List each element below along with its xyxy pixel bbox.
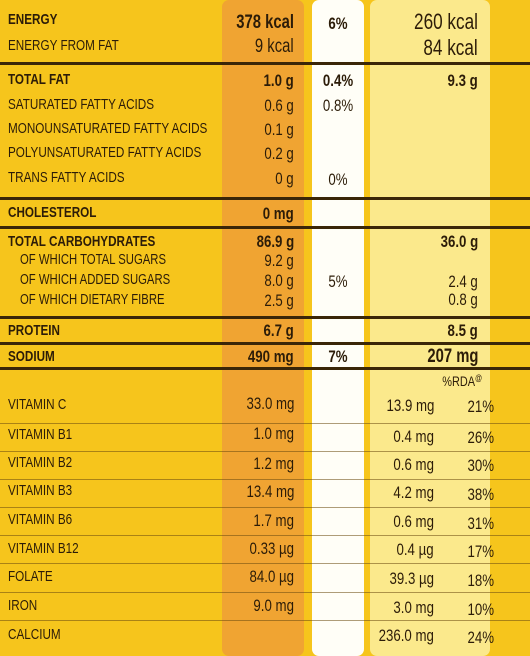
carbs-serving: 36.0 g xyxy=(440,232,478,251)
energy-fat-per100: 9 kcal xyxy=(255,36,294,57)
added-sugars-serving: 2.4 g xyxy=(448,272,478,291)
total-fat-per100: 1.0 g xyxy=(263,71,294,90)
divider xyxy=(0,367,530,370)
sodium-per100: 490 mg xyxy=(248,347,294,366)
divider xyxy=(0,620,530,621)
per-serving-column xyxy=(370,0,490,656)
rda-header: %RDA@ xyxy=(442,373,482,389)
saturated-per100: 0.6 g xyxy=(264,96,294,115)
sodium-pct: 7% xyxy=(328,347,348,366)
vitamin-per100: 9.0 mg xyxy=(253,596,294,615)
energy-fat-label: ENERGY FROM FAT xyxy=(8,37,119,54)
vitamin-label: IRON xyxy=(8,597,38,614)
saturated-label: SATURATED FATTY ACIDS xyxy=(8,96,155,113)
mono-per100: 0.1 g xyxy=(264,120,294,139)
sugars-per100: 9.2 g xyxy=(264,251,294,270)
protein-serving: 8.5 g xyxy=(447,321,478,340)
vitamin-label: VITAMIN B2 xyxy=(8,454,73,471)
total-fat-pct: 0.4% xyxy=(322,71,354,90)
trans-per100: 0 g xyxy=(275,169,294,188)
energy-serving: 260 kcal xyxy=(414,9,478,34)
vitamin-rda: 18% xyxy=(467,571,494,590)
vitamin-serving: 0.6 mg xyxy=(393,512,434,531)
poly-label: POLYUNSATURATED FATTY ACIDS xyxy=(8,144,202,161)
vitamin-per100: 33.0 mg xyxy=(246,394,294,413)
mono-label: MONOUNSATURATED FATTY ACIDS xyxy=(8,120,208,137)
divider xyxy=(0,342,530,345)
vitamin-label: VITAMIN B6 xyxy=(8,511,73,528)
divider xyxy=(0,507,530,508)
vitamin-label: CALCIUM xyxy=(8,626,61,643)
divider xyxy=(0,316,530,319)
fibre-serving: 0.8 g xyxy=(448,290,478,309)
divider xyxy=(0,563,530,564)
vitamin-rda: 30% xyxy=(467,456,494,475)
vitamin-label: FOLATE xyxy=(8,568,53,585)
sodium-serving: 207 mg xyxy=(426,346,478,367)
total-fat-label: TOTAL FAT xyxy=(8,71,71,88)
protein-per100: 6.7 g xyxy=(263,321,294,340)
added-sugars-label: OF WHICH ADDED SUGARS xyxy=(20,272,171,288)
vitamin-per100: 84.0 µg xyxy=(249,567,294,586)
energy-per100: 378 kcal xyxy=(236,12,294,33)
cholesterol-label: CHOLESTEROL xyxy=(8,204,97,221)
vitamin-serving: 3.0 mg xyxy=(393,598,434,617)
percent-column xyxy=(312,0,364,656)
energy-pct: 6% xyxy=(328,14,348,33)
vitamin-rda: 21% xyxy=(467,397,494,416)
divider xyxy=(0,535,530,536)
trans-label: TRANS FATTY ACIDS xyxy=(8,169,125,186)
vitamin-label: VITAMIN B12 xyxy=(8,540,79,557)
saturated-pct: 0.8% xyxy=(322,96,354,115)
divider xyxy=(0,226,530,229)
added-sugars-pct: 5% xyxy=(328,272,348,291)
cholesterol-per100: 0 mg xyxy=(263,204,294,223)
divider xyxy=(0,423,530,424)
vitamin-per100: 1.7 mg xyxy=(253,511,294,530)
vitamin-rda: 31% xyxy=(467,514,494,533)
vitamin-serving: 236.0 mg xyxy=(378,626,434,645)
vitamin-serving: 39.3 µg xyxy=(389,569,434,588)
vitamin-serving: 0.4 µg xyxy=(396,540,434,559)
fibre-per100: 2.5 g xyxy=(264,291,294,310)
divider xyxy=(0,62,530,65)
sugars-label: OF WHICH TOTAL SUGARS xyxy=(20,252,167,268)
carbs-label: TOTAL CARBOHYDRATES xyxy=(8,233,156,250)
vitamin-per100: 0.33 µg xyxy=(249,539,294,558)
trans-pct: 0% xyxy=(328,170,348,189)
vitamin-per100: 13.4 mg xyxy=(246,482,294,501)
vitamin-serving: 13.9 mg xyxy=(386,396,434,415)
vitamin-serving: 4.2 mg xyxy=(393,483,434,502)
vitamin-per100: 1.2 mg xyxy=(253,454,294,473)
vitamin-serving: 0.4 mg xyxy=(393,427,434,446)
fibre-label: OF WHICH DIETARY FIBRE xyxy=(20,292,165,308)
vitamin-label: VITAMIN B3 xyxy=(8,482,73,499)
vitamin-per100: 1.0 mg xyxy=(253,424,294,443)
sodium-label: SODIUM xyxy=(8,348,55,365)
vitamin-rda: 38% xyxy=(467,485,494,504)
poly-per100: 0.2 g xyxy=(264,144,294,163)
divider xyxy=(0,451,530,452)
vitamin-label: VITAMIN C xyxy=(8,396,67,413)
carbs-per100: 86.9 g xyxy=(256,232,294,251)
total-fat-serving: 9.3 g xyxy=(447,71,478,90)
energy-label: ENERGY xyxy=(8,11,58,28)
vitamin-rda: 10% xyxy=(467,600,494,619)
vitamin-rda: 26% xyxy=(467,428,494,447)
divider xyxy=(0,197,530,200)
divider xyxy=(0,479,530,480)
divider xyxy=(0,592,530,593)
added-sugars-per100: 8.0 g xyxy=(264,271,294,290)
energy-fat-serving: 84 kcal xyxy=(423,35,478,60)
vitamin-label: VITAMIN B1 xyxy=(8,426,73,443)
per-100g-column xyxy=(222,0,304,656)
vitamin-serving: 0.6 mg xyxy=(393,455,434,474)
vitamin-rda: 17% xyxy=(467,542,494,561)
protein-label: PROTEIN xyxy=(8,322,61,339)
vitamin-rda: 24% xyxy=(467,628,494,647)
